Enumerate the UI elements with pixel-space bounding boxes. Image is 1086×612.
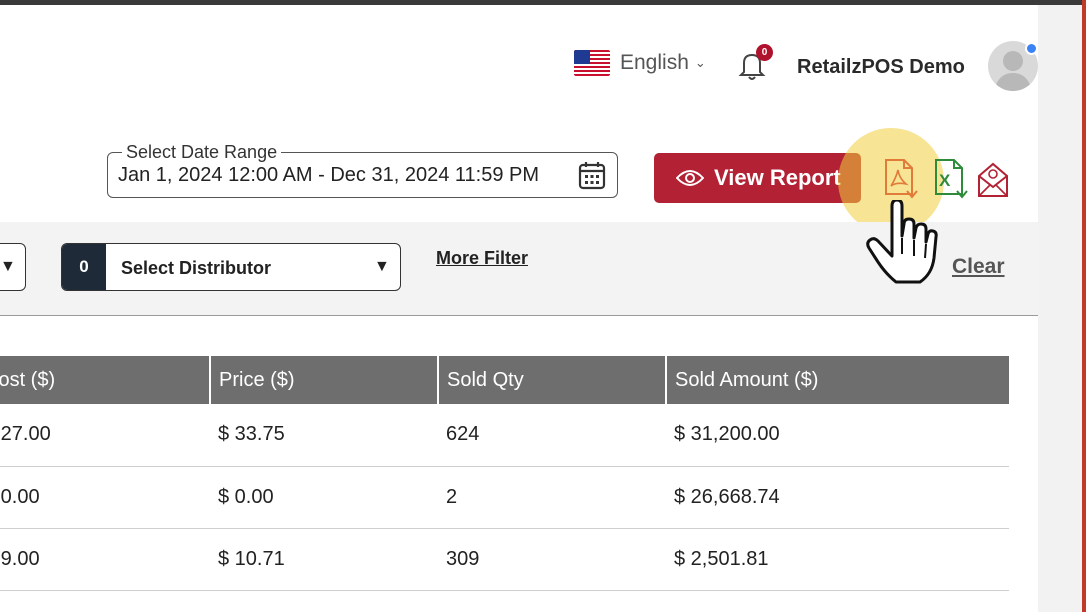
cell-price: $ 33.75 [210, 404, 438, 467]
chevron-down-icon: ⌄ [694, 55, 706, 70]
distributor-placeholder: Select Distributor [121, 258, 272, 278]
table-row: $ 0.00 $ 0.00 2 $ 26,668.74 [0, 466, 1009, 529]
dropdown-arrow-icon: ▼ [374, 258, 390, 275]
us-flag-icon [574, 50, 610, 76]
user-avatar-icon [994, 51, 1032, 91]
cell-price: $ 0.00 [210, 466, 438, 529]
column-header-sold-qty[interactable]: Sold Qty [438, 356, 667, 404]
clear-filters-link[interactable]: Clear [952, 255, 1005, 278]
cell-sold-amount: $ 31,200.00 [666, 404, 1009, 467]
table-row: $ 9.00 $ 10.71 309 $ 2,501.81 [0, 528, 1009, 591]
cell-sold-amount: $ 26,668.74 [666, 466, 1009, 529]
report-table: Cost ($) Price ($) Sold Qty Sold Amount … [0, 356, 1009, 591]
cell-cost: $ 9.00 [0, 528, 210, 591]
cell-cost: $ 0.00 [0, 466, 210, 529]
cell-cost: $ 27.00 [0, 404, 210, 467]
notification-count-badge: 0 [756, 44, 773, 61]
eye-icon [676, 170, 704, 186]
email-report-icon[interactable] [974, 158, 1012, 200]
date-range-label: Select Date Range [122, 142, 282, 163]
distributor-select[interactable]: 0 Select Distributor ▼ [61, 243, 401, 291]
top-border [0, 0, 1086, 5]
language-selector[interactable]: English ⌄ [574, 50, 706, 76]
cell-sold-qty: 624 [438, 404, 666, 467]
date-range-value: Jan 1, 2024 12:00 AM - Dec 31, 2024 11:5… [118, 164, 540, 186]
cell-sold-qty: 309 [438, 528, 666, 591]
pdf-download-icon[interactable] [882, 158, 920, 200]
right-accent-bar [1082, 0, 1086, 612]
view-report-button[interactable]: View Report [654, 153, 861, 203]
online-status-dot [1025, 42, 1038, 55]
distributor-count-badge: 0 [62, 244, 106, 290]
view-report-label: View Report [714, 165, 841, 190]
table-header-row: Cost ($) Price ($) Sold Qty Sold Amount … [0, 356, 1009, 404]
app-header [0, 5, 1038, 123]
notifications-button[interactable]: 0 [738, 44, 773, 82]
column-header-sold-amount[interactable]: Sold Amount ($) [666, 356, 1009, 404]
language-label: English [620, 51, 689, 74]
user-name: RetailzPOS Demo [797, 56, 965, 78]
calendar-icon[interactable] [578, 160, 606, 190]
cell-sold-qty: 2 [438, 466, 666, 529]
column-header-price[interactable]: Price ($) [210, 356, 439, 404]
cell-price: $ 10.71 [210, 528, 438, 591]
more-filter-link[interactable]: More Filter [436, 248, 529, 268]
cell-sold-amount: $ 2,501.81 [666, 528, 1009, 591]
right-gutter [1038, 5, 1082, 612]
svg-text:X: X [939, 171, 951, 190]
bell-icon [738, 53, 766, 80]
previous-filter-select[interactable] [0, 243, 26, 291]
table-row: $ 27.00 $ 33.75 624 $ 31,200.00 [0, 404, 1009, 467]
excel-download-icon[interactable]: X [932, 158, 970, 200]
column-header-cost[interactable]: Cost ($) [0, 356, 211, 404]
avatar[interactable] [988, 41, 1038, 91]
dropdown-arrow-icon: ▼ [0, 258, 16, 275]
